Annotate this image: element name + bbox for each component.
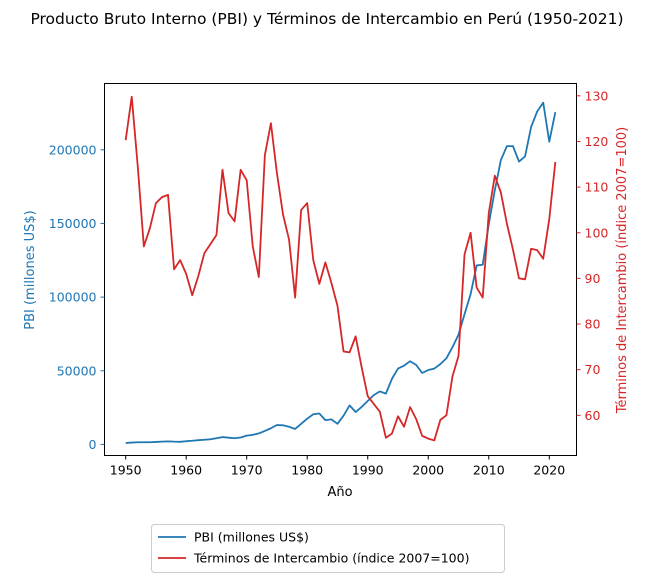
right-tick-label: 100	[585, 225, 609, 240]
left-tick-label: 50000	[57, 363, 97, 378]
right-axis-ticks: 60 70 80 90 100 110 120 130	[576, 88, 609, 423]
x-tick-label: 2010	[473, 463, 505, 478]
right-tick-label: 70	[585, 362, 601, 377]
right-tick-label: 130	[585, 88, 609, 103]
left-tick-label: 0	[89, 437, 97, 452]
right-tick-label: 80	[585, 317, 601, 332]
plot-frame	[104, 83, 577, 456]
left-axis-label: PBI (millones US$)	[23, 210, 38, 330]
left-tick-label: 150000	[49, 216, 97, 231]
left-tick-label: 200000	[49, 142, 97, 157]
left-tick-label: 100000	[49, 290, 97, 305]
right-tick-label: 60	[585, 408, 601, 423]
right-tick-label: 90	[585, 271, 601, 286]
x-tick-label: 1960	[170, 463, 202, 478]
series-lines	[124, 95, 557, 444]
series-line-0	[125, 101, 557, 444]
x-tick-label: 1980	[291, 463, 323, 478]
x-axis-ticks: 1950 1960 1970 1980 1990 2000 2010 2020	[110, 455, 565, 478]
plot-area	[104, 83, 577, 456]
x-tick-label: 2000	[412, 463, 444, 478]
legend-label-pbi: PBI (millones US$)	[194, 530, 309, 545]
left-axis-ticks: 0 50000 100000 150000 200000	[49, 142, 105, 452]
legend: PBI (millones US$) Términos de Intercamb…	[151, 524, 505, 573]
right-tick-label: 120	[585, 134, 609, 149]
chart-title: Producto Bruto Interno (PBI) y Términos …	[30, 10, 623, 28]
series-line-1	[124, 95, 557, 442]
x-tick-label: 1970	[231, 463, 263, 478]
x-axis-label: Año	[327, 485, 352, 500]
x-tick-label: 2020	[533, 463, 565, 478]
legend-label-terms: Términos de Intercambio (índice 2007=100…	[193, 551, 469, 566]
right-tick-label: 110	[585, 180, 609, 195]
right-axis-label: Términos de Intercambio (índice 2007=100…	[615, 127, 630, 414]
x-tick-label: 1950	[110, 463, 142, 478]
x-tick-label: 1990	[352, 463, 384, 478]
legend-box	[151, 524, 505, 573]
